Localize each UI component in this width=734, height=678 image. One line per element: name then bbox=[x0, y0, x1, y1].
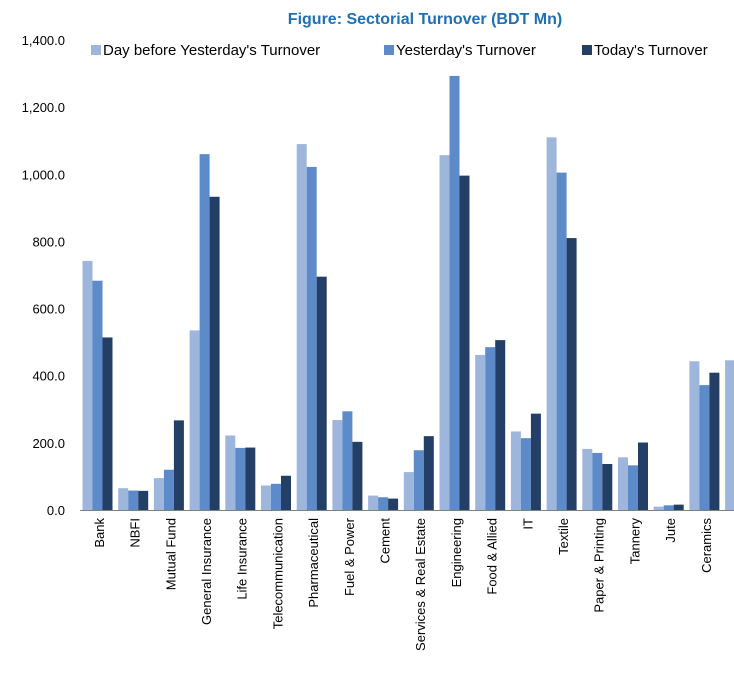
category-label: Life Insurance bbox=[235, 518, 250, 600]
bars bbox=[82, 75, 734, 511]
legend-label: Yesterday's Turnover bbox=[396, 42, 536, 59]
bar bbox=[261, 485, 271, 510]
bar bbox=[388, 498, 399, 510]
bar bbox=[618, 457, 628, 510]
bar bbox=[245, 447, 256, 510]
bar bbox=[225, 435, 236, 510]
category-label: Fuel & Power bbox=[342, 517, 357, 596]
bar bbox=[235, 447, 246, 510]
bar bbox=[653, 506, 664, 510]
y-tick-label: 0.0 bbox=[47, 503, 65, 518]
bar bbox=[592, 452, 603, 510]
category-label: Services & Real Estate bbox=[413, 518, 428, 651]
bar bbox=[628, 465, 638, 510]
category-label: Jute bbox=[663, 518, 678, 543]
bar bbox=[725, 360, 734, 510]
bar bbox=[199, 154, 210, 510]
bar bbox=[128, 490, 139, 510]
chart-title: Figure: Sectorial Turnover (BDT Mn) bbox=[288, 11, 562, 28]
bar bbox=[118, 488, 129, 510]
bar bbox=[582, 448, 593, 510]
bar bbox=[413, 450, 424, 510]
y-tick-label: 800.0 bbox=[32, 234, 65, 249]
bar bbox=[102, 337, 113, 510]
bar bbox=[92, 280, 103, 510]
category-label: Ceramics bbox=[699, 518, 714, 573]
y-axis: 0.0 200.0 400.0 600.0 800.0 1,000.0 1,200.0 1,4… bbox=[22, 33, 65, 518]
bar bbox=[556, 172, 567, 510]
bar bbox=[368, 495, 379, 510]
legend-label: Day before Yesterday's Turnover bbox=[103, 42, 320, 59]
bar bbox=[403, 472, 414, 510]
bar bbox=[439, 155, 450, 510]
legend-label: Today's Turnover bbox=[594, 42, 708, 59]
bar bbox=[138, 490, 149, 510]
bar bbox=[306, 166, 317, 510]
bar bbox=[352, 441, 363, 510]
bar bbox=[82, 260, 93, 510]
category-label: Bank bbox=[92, 518, 107, 548]
y-tick-label: 1,000.0 bbox=[22, 167, 65, 182]
legend-swatch bbox=[582, 45, 592, 55]
category-label: Cement bbox=[377, 518, 392, 564]
category-label: General Insurance bbox=[199, 518, 214, 625]
category-label: Engineering bbox=[449, 518, 464, 587]
bar bbox=[709, 372, 720, 510]
bar bbox=[602, 464, 613, 510]
bar bbox=[673, 504, 684, 510]
category-label: NBFI bbox=[128, 518, 143, 548]
category-label: Tannery bbox=[627, 518, 642, 565]
bar bbox=[530, 413, 541, 510]
category-label: Pharmaceutical bbox=[306, 518, 321, 608]
bar bbox=[342, 411, 353, 510]
legend: Day before Yesterday's Turnover Yesterday… bbox=[91, 42, 708, 59]
category-label: Paper & Printing bbox=[592, 518, 607, 613]
bar bbox=[510, 431, 521, 510]
bar bbox=[378, 497, 389, 510]
y-tick-label: 1,400.0 bbox=[22, 33, 65, 48]
bar bbox=[173, 420, 184, 510]
legend-swatch bbox=[91, 45, 101, 55]
bar bbox=[546, 137, 557, 510]
category-label: IT bbox=[520, 518, 535, 530]
category-label: Telecommunication bbox=[270, 518, 285, 629]
y-tick-label: 600.0 bbox=[32, 302, 65, 317]
y-tick-label: 400.0 bbox=[32, 369, 65, 384]
y-tick-label: 1,200.0 bbox=[22, 100, 65, 115]
bar bbox=[638, 442, 648, 510]
bar bbox=[520, 438, 531, 510]
bar bbox=[699, 385, 710, 510]
bar bbox=[663, 505, 674, 510]
bar bbox=[332, 420, 343, 510]
bar bbox=[281, 475, 291, 510]
bar bbox=[566, 238, 577, 511]
bar bbox=[459, 175, 470, 510]
bar bbox=[495, 340, 506, 510]
bar bbox=[163, 469, 174, 510]
bar bbox=[153, 478, 164, 510]
bar bbox=[189, 330, 200, 510]
legend-swatch bbox=[384, 45, 394, 55]
category-label: Textile bbox=[556, 518, 571, 555]
bar bbox=[449, 75, 460, 511]
y-tick-label: 200.0 bbox=[32, 436, 65, 451]
bar bbox=[485, 347, 496, 510]
bar bbox=[209, 196, 220, 510]
bar bbox=[316, 276, 327, 510]
bar bbox=[423, 436, 434, 510]
bar bbox=[475, 354, 486, 510]
bar bbox=[296, 144, 307, 511]
category-label: Food & Allied bbox=[485, 518, 500, 595]
bar bbox=[271, 483, 281, 510]
category-label: Mutual Fund bbox=[163, 518, 178, 590]
bar bbox=[689, 361, 700, 510]
x-axis: Bank NBFI Mutual Fund General Insurance Life… bbox=[80, 510, 734, 651]
